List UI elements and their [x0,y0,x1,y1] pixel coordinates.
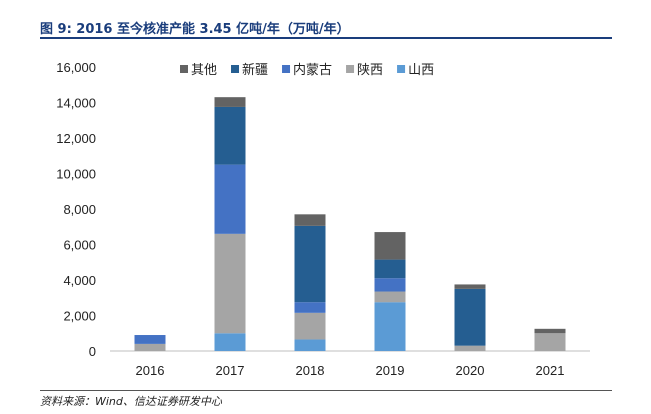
bar-segment [134,343,166,351]
y-tick-label: 4,000 [63,273,96,288]
x-tick-label: 2021 [536,363,565,378]
bar-segment [374,302,406,351]
bar-segment [134,335,166,344]
bar-segment [294,225,326,303]
bar-segment [214,97,246,107]
bar-segment [294,214,326,226]
x-axis: 2016 2017 2018 2019 2020 2021 [110,350,590,378]
legend-swatch [397,65,406,73]
legend-swatch [231,65,240,73]
bar-segment [294,302,326,313]
y-tick-label: 6,000 [63,238,96,253]
legend-swatch [346,65,355,73]
bar-segment [454,284,486,289]
x-tick-label: 2016 [136,363,165,378]
source-divider [40,390,612,391]
x-tick-label: 2020 [456,363,485,378]
y-tick-label: 16,000 [56,60,96,75]
y-axis: 0 2,000 4,000 6,000 8,000 10,000 12,000 14,000 1… [56,60,96,359]
legend-label: 新疆 [242,62,268,78]
legend-swatch [282,65,291,73]
y-tick-label: 10,000 [56,167,96,182]
bar-segment [454,288,486,346]
source-note: 资料来源：Wind、信达证券研发中心 [40,395,222,408]
bar-segment [214,106,246,165]
bar-segment [374,259,406,279]
bar-segment [294,312,326,340]
bar-segment [214,333,246,351]
legend-label: 内蒙古 [293,62,332,78]
y-tick-label: 8,000 [63,202,96,217]
bar-segment [534,328,566,334]
y-tick-label: 12,000 [56,131,96,146]
bar-segment [534,333,566,351]
x-tick-label: 2019 [376,363,405,378]
y-tick-label: 14,000 [56,96,96,111]
y-tick-label: 0 [89,344,96,359]
bars [134,97,566,351]
bar-segment [294,339,326,351]
legend-label: 山西 [408,63,434,78]
x-tick-label: 2017 [216,363,245,378]
bar-segment [374,278,406,292]
legend-swatch [180,65,188,73]
figure-title: 图 9: 2016 至今核准产能 3.45 亿吨/年（万吨/年） [40,22,350,37]
title-divider [40,37,612,39]
legend-label: 陕西 [357,63,383,78]
bar-segment [214,233,246,334]
x-tick-label: 2018 [296,363,325,378]
legend-label: 其他 [191,63,217,78]
y-tick-label: 2,000 [63,309,96,324]
legend: 其他 新疆 内蒙古 陕西 山西 [180,62,434,78]
bar-segment [374,291,406,303]
bar-segment [454,345,486,351]
bar-segment [214,164,246,234]
bar-segment [374,232,406,260]
